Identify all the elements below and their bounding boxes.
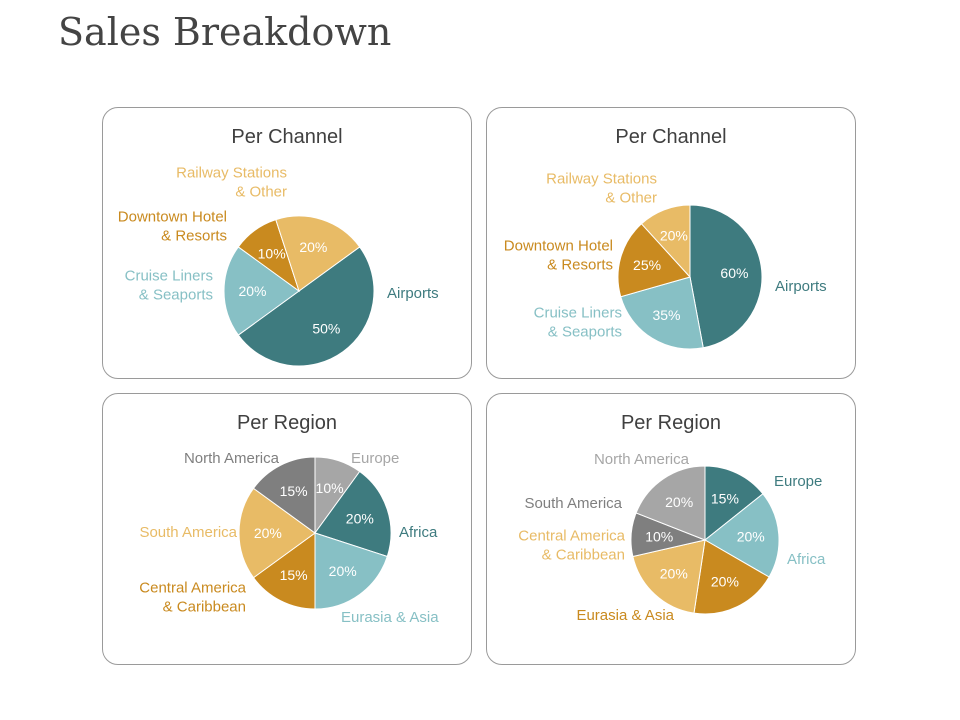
pie-chart: 50% Airports 20% Cruise Liners & Seaports 10%… (118, 165, 439, 367)
pie-slice-north-america (635, 465, 706, 541)
slice-percent-label: 60% (720, 265, 748, 281)
slice-category-label: North America (594, 451, 690, 468)
slice-category-label: Railway Stations & Other (546, 171, 657, 207)
slice-category-label: South America (524, 495, 622, 512)
chart-panel-per-channel-1: Per Channel 50% Airports 20% Cruise Liners &… (102, 107, 472, 379)
slice-category-label: Central America & Caribbean (518, 528, 625, 564)
slice-percent-label: 10% (258, 245, 286, 261)
slice-percent-label: 15% (280, 483, 308, 499)
pie-slice-cruise-liners-seaports (620, 276, 704, 350)
slice-percent-label: 50% (312, 321, 340, 337)
pie-slice-railway-stations-other (275, 215, 361, 292)
slice-percent-label: 25% (633, 257, 661, 273)
slice-percent-label: 20% (711, 573, 739, 589)
pie-chart: 10% Europe 20% Africa 20% Eurasia & Asia 15% Ce… (139, 450, 439, 626)
slice-percent-label: 10% (316, 480, 344, 496)
slice-category-label: Cruise Liners & Seaports (534, 305, 622, 341)
pie-slice-cruise-liners-seaports (223, 246, 300, 336)
pie-slice-central-america-caribbean (632, 539, 706, 614)
slice-category-label: Eurasia & Asia (576, 607, 674, 624)
slice-percent-label: 20% (238, 283, 266, 299)
pie-slice-downtown-hotel-resorts (617, 223, 691, 298)
slice-category-label: North America (184, 450, 280, 467)
pie-slice-eurasia-asia (314, 532, 388, 610)
slice-percent-label: 20% (660, 227, 688, 243)
slice-percent-label: 20% (254, 525, 282, 541)
slice-category-label: Africa (787, 551, 826, 568)
chart-panel-per-region-1: Per Region 10% Europe 20% Africa 20% Eurasia … (102, 393, 472, 665)
chart-title: Per Region (620, 412, 722, 434)
chart-title: Per Region (236, 412, 338, 434)
pie-slice-airports (237, 246, 375, 367)
pie-slice-europe (704, 465, 764, 542)
pie-slice-north-america (252, 456, 316, 534)
pie-slice-railway-stations-other (640, 204, 691, 279)
slice-category-label: Europe (774, 473, 822, 490)
slice-percent-label: 20% (346, 510, 374, 526)
slice-category-label: Railway Stations & Other (176, 165, 287, 201)
pie-slice-airports (689, 204, 763, 349)
slice-category-label: Downtown Hotel & Resorts (504, 238, 613, 274)
slice-category-label: Eurasia & Asia (341, 609, 439, 626)
pie-chart: 60% Airports 35% Cruise Liners & Seaports 25%… (504, 171, 827, 350)
slice-category-label: Africa (399, 524, 438, 541)
pie-chart: 15% Europe 20% Africa 20% Eurasia & Asia 20% Ce… (518, 451, 826, 624)
pie-slice-south-america (238, 487, 316, 579)
chart-title: Per Channel (615, 126, 727, 148)
page-title: Sales Breakdown (58, 10, 392, 54)
slice-percent-label: 20% (665, 494, 693, 510)
chart-panel-per-channel-2: Per Channel 60% Airports 35% Cruise Liners &… (486, 107, 856, 379)
slice-category-label: Airports (775, 278, 827, 295)
slice-percent-label: 20% (329, 563, 357, 579)
pie-slice-africa (704, 493, 780, 578)
slice-percent-label: 15% (280, 567, 308, 583)
slice-category-label: Cruise Liners & Seaports (125, 268, 213, 304)
chart-panel-per-region-2: Per Region 15% Europe 20% Africa 20% Eurasia … (486, 393, 856, 665)
slice-percent-label: 10% (645, 529, 673, 545)
slice-percent-label: 20% (737, 529, 765, 545)
slice-category-label: Central America & Caribbean (139, 580, 246, 616)
pie-slice-africa (314, 470, 392, 558)
pie-slice-eurasia-asia (693, 539, 770, 615)
slice-category-label: Europe (351, 450, 399, 467)
slice-percent-label: 35% (652, 307, 680, 323)
slice-percent-label: 20% (299, 239, 327, 255)
pie-slice-central-america-caribbean (252, 532, 316, 610)
slice-category-label: South America (139, 524, 237, 541)
slice-percent-label: 20% (660, 566, 688, 582)
slice-category-label: Downtown Hotel & Resorts (118, 209, 227, 245)
slice-category-label: Airports (387, 285, 439, 302)
slice-percent-label: 15% (711, 491, 739, 507)
chart-title: Per Channel (231, 126, 343, 148)
